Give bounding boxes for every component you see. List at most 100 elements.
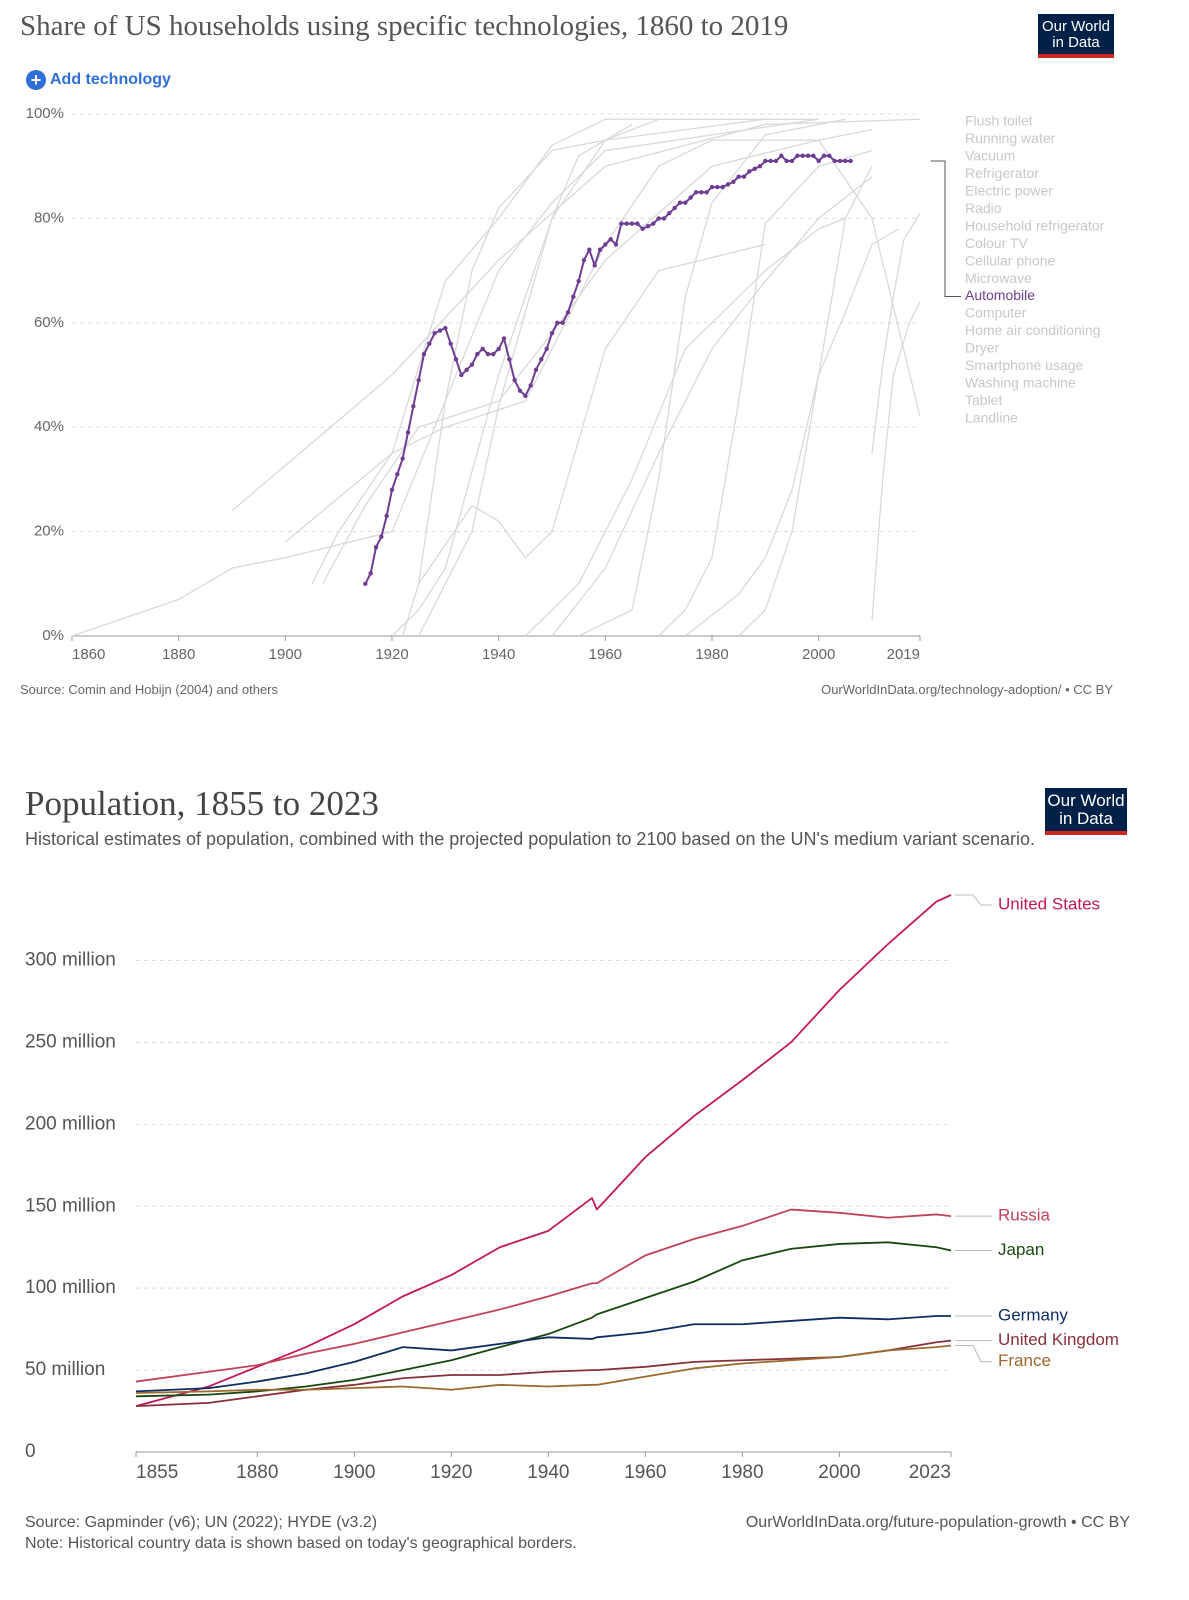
point — [528, 383, 533, 388]
series-line — [871, 212, 921, 454]
legend-label: Tablet — [965, 392, 1002, 408]
point — [560, 320, 565, 325]
point — [517, 388, 523, 393]
legend-label: Household refrigerator — [965, 217, 1105, 233]
point — [651, 221, 656, 226]
legend-label: Electric power — [965, 183, 1053, 199]
point — [635, 221, 640, 226]
point — [389, 487, 395, 493]
source: Source: Gapminder (v6); UN (2022); HYDE … — [25, 1514, 378, 1531]
series-line — [135, 1339, 952, 1408]
legend-label: Running water — [965, 130, 1056, 146]
point — [443, 325, 448, 331]
point — [672, 205, 677, 211]
y-tick-label: 50 million — [25, 1359, 105, 1380]
point — [416, 378, 421, 383]
y-tick-label: 60% — [34, 314, 64, 331]
x-tick-label: 2000 — [818, 1462, 860, 1483]
point — [405, 430, 411, 435]
point — [800, 153, 805, 158]
legend-connector — [955, 1345, 992, 1363]
y-tick-label: 0% — [42, 627, 64, 644]
point — [699, 190, 704, 195]
point — [629, 221, 635, 226]
point — [448, 341, 453, 346]
url[interactable]: OurWorldInData.org/technology-adoption/ … — [821, 682, 1113, 697]
point — [789, 158, 795, 164]
series-line — [418, 118, 819, 637]
point — [512, 378, 517, 383]
point — [619, 221, 624, 226]
legend-label: Flush toilet — [965, 113, 1033, 129]
legend-connector — [955, 894, 992, 906]
legend-label: Dryer — [965, 340, 1000, 356]
y-tick-label: 20% — [34, 523, 64, 540]
subtitle: Historical estimates of population, comb… — [25, 829, 1036, 849]
logo[interactable]: Our World in Data — [1045, 788, 1127, 835]
x-tick-label: 1920 — [430, 1462, 472, 1483]
x-tick-label: 1900 — [333, 1462, 375, 1483]
point — [709, 184, 715, 190]
point — [491, 351, 496, 357]
point — [811, 153, 816, 158]
point — [507, 357, 512, 362]
x-tick-label: 1960 — [589, 646, 622, 663]
point — [645, 224, 651, 229]
logo-text: in Data — [1059, 809, 1113, 828]
url[interactable]: OurWorldInData.org/future-population-gro… — [745, 1514, 1130, 1531]
point — [587, 247, 592, 252]
point — [544, 346, 549, 352]
point — [533, 367, 539, 372]
point — [592, 263, 597, 268]
series-line — [71, 118, 819, 637]
legend-label: Landline — [965, 409, 1018, 425]
source: Source: Comin and Hobijn (2004) and othe… — [20, 682, 278, 697]
x-tick-label: 2000 — [802, 646, 835, 663]
add-button[interactable]: + Add technology — [26, 70, 171, 90]
point — [656, 216, 661, 221]
point — [571, 294, 576, 299]
point — [837, 158, 843, 164]
point — [453, 357, 459, 362]
series-line — [524, 217, 846, 637]
point — [597, 247, 603, 252]
point — [805, 153, 811, 158]
point — [432, 331, 437, 336]
x-tick-label: 1980 — [695, 646, 728, 663]
legend-label: Computer — [965, 305, 1027, 321]
chart-title: Share of US households using specific te… — [20, 10, 789, 42]
point — [576, 278, 581, 284]
series-line — [551, 176, 873, 637]
point — [400, 456, 405, 461]
legend-label: Smartphone usage — [965, 357, 1084, 373]
legend-label: Radio — [965, 200, 1002, 216]
point — [523, 393, 528, 399]
point — [757, 164, 763, 169]
legend-label: Microwave — [965, 270, 1032, 286]
point — [667, 210, 672, 216]
y-tick-label: 80% — [34, 209, 64, 226]
point — [640, 226, 645, 232]
point — [368, 571, 373, 576]
point — [784, 158, 789, 164]
point — [795, 153, 800, 158]
series-line — [135, 1241, 952, 1398]
point — [421, 351, 427, 357]
legend-label: United States — [998, 894, 1100, 913]
plus-icon: + — [26, 70, 46, 90]
logo[interactable]: Our World in Data — [1038, 14, 1114, 58]
y-tick-label: 250 million — [25, 1031, 116, 1052]
series-line — [658, 149, 873, 637]
legend-label: Washing machine — [965, 374, 1076, 390]
point — [752, 166, 757, 172]
legend-label: United Kingdom — [998, 1330, 1119, 1349]
point — [779, 153, 784, 158]
point — [704, 190, 709, 195]
point — [384, 513, 389, 519]
x-tick-label: 1960 — [624, 1462, 666, 1483]
point — [496, 346, 501, 352]
legend-label: Cellular phone — [965, 252, 1055, 268]
point — [475, 351, 480, 357]
series-line — [578, 118, 846, 637]
